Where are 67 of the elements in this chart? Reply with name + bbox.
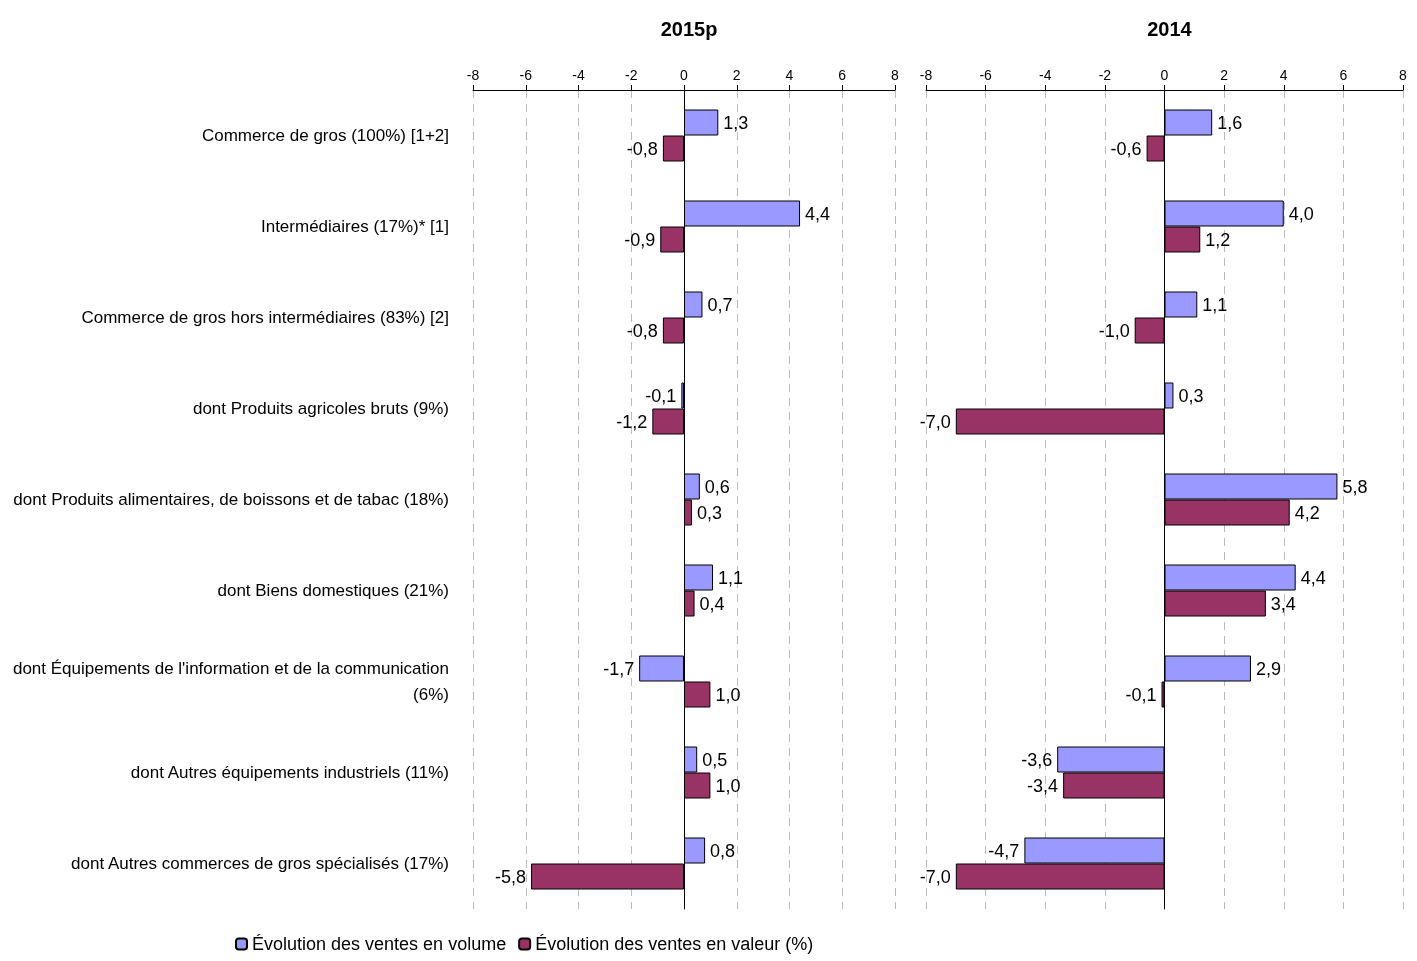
x-tick-label: 6 [1339,67,1348,83]
y-tick-label: Commerce de gros (100%) [1+2] [201,126,449,145]
data-label: -0,1 [1125,684,1157,705]
legend-label: Évolution des ventes en valeur (%) [535,934,814,954]
data-label: -0,8 [626,320,658,341]
data-label: -7,0 [919,866,951,887]
data-label: 0,8 [710,840,736,861]
data-label: 1,1 [718,567,744,588]
x-tick-label: -4 [1039,67,1052,83]
data-label: -1,0 [1098,320,1130,341]
x-tick-label: 4 [1279,67,1288,83]
x-tick-label: 2 [732,67,741,83]
data-label: 1,6 [1217,112,1243,133]
data-label: 1,2 [1205,229,1231,250]
data-label: -1,7 [603,658,635,679]
data-label: 4,4 [805,203,831,224]
chart-title: 2015p [660,18,718,40]
data-label: 0,7 [707,294,733,315]
data-label: 4,0 [1288,203,1314,224]
y-tick-label: dont Autres commerces de gros spécialisés (17%) [71,854,449,873]
chart-title: 2014 [1147,18,1193,40]
data-label: 0,6 [704,476,730,497]
x-tick-label: 2 [1220,67,1229,83]
data-label: 1,0 [715,775,741,796]
x-tick-label: 0 [680,67,689,83]
data-label: 1,0 [715,684,741,705]
y-tick-label: Commerce de gros hors intermédiaires (83%) [2] [81,308,449,327]
data-label: 4,2 [1294,502,1320,523]
data-label: 1,3 [723,112,749,133]
data-label: 3,4 [1270,593,1296,614]
y-tick-label: dont Biens domestiques (21%) [217,581,449,600]
x-tick-label: -6 [979,67,993,83]
y-tick-label: Intermédiaires (17%)* [1] [260,217,449,236]
x-tick-label: -8 [466,67,480,83]
x-tick-label: -4 [572,67,585,83]
x-tick-label: 4 [785,67,794,83]
x-tick-label: -6 [519,67,533,83]
data-label: 0,3 [1178,385,1204,406]
x-tick-label: 6 [838,67,847,83]
data-label: -0,8 [626,138,658,159]
x-tick-label: -8 [919,67,933,83]
data-label: -7,0 [919,411,951,432]
y-tick-label: dont Autres équipements industriels (11%) [130,763,449,782]
data-label: 0,3 [696,502,722,523]
data-label: 1,1 [1202,294,1228,315]
x-tick-label: 8 [1399,67,1408,83]
data-label: -0,9 [624,229,656,250]
y-tick-label: dont Produits alimentaires, de boissons et de tabac (18%) [13,490,449,509]
data-label: 5,8 [1342,476,1368,497]
x-tick-label: -2 [1098,67,1112,83]
data-label: -3,6 [1021,749,1053,770]
data-label: 4,4 [1300,567,1326,588]
x-tick-label: -2 [625,67,638,83]
data-label: -0,6 [1110,138,1142,159]
data-label: -1,2 [616,411,648,432]
data-label: 0,5 [702,749,728,770]
data-label: -0,1 [645,385,677,406]
legend-label: Évolution des ventes en volume [252,934,507,954]
data-label: -4,7 [988,840,1020,861]
data-label: 2,9 [1255,658,1281,679]
data-label: -3,4 [1027,775,1059,796]
y-tick-label: dont Produits agricoles bruts (9%) [192,399,449,418]
data-label: 0,4 [699,593,725,614]
x-tick-label: 0 [1160,67,1169,83]
x-tick-label: 8 [891,67,900,83]
y-tick-label: dont Équipements de l'information et de la communication (6%) [12,659,449,704]
data-label: -5,8 [494,866,527,887]
